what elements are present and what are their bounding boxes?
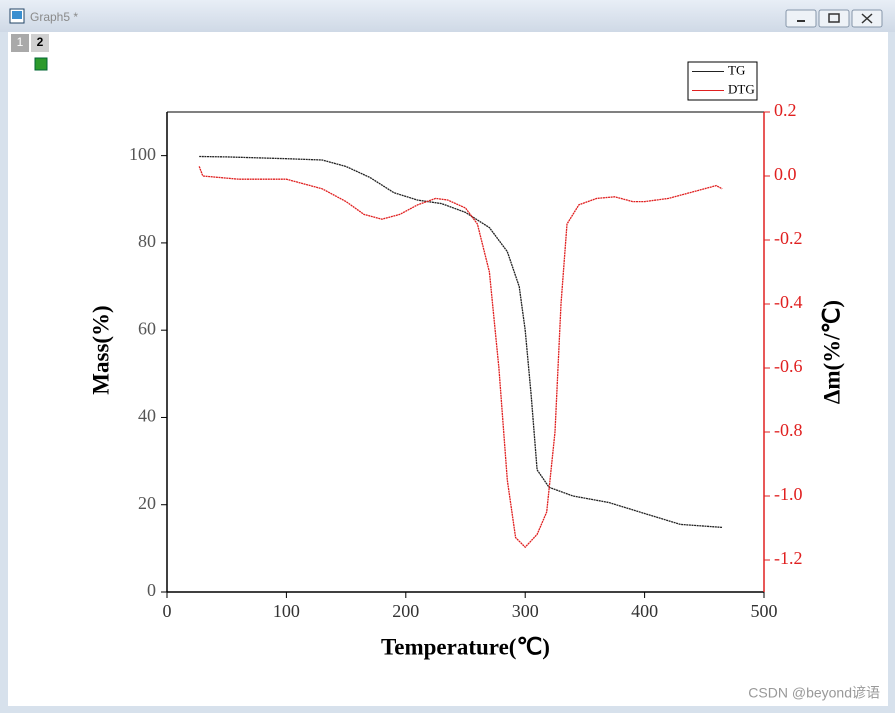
- lock-icon: [34, 57, 48, 71]
- x-tick-label: 0: [163, 601, 172, 621]
- y-tick-label: 40: [138, 406, 156, 426]
- layer-tab-label: 2: [37, 35, 44, 49]
- layer-tab-label: 1: [17, 35, 24, 49]
- series-line: [198, 166, 723, 549]
- x-tick-label: 500: [751, 601, 778, 621]
- y2-tick-label: -0.4: [774, 292, 803, 312]
- y2-tick-label: -0.6: [774, 356, 803, 376]
- x-tick-label: 200: [392, 601, 419, 621]
- x-axis-title: Temperature(℃): [381, 634, 550, 659]
- series-line: [199, 155, 723, 529]
- y-axis-title: Mass(%): [88, 305, 113, 394]
- y2-tick-label: -0.8: [774, 420, 803, 440]
- y2-tick-label: 0.2: [774, 100, 797, 120]
- legend-box: [687, 61, 758, 101]
- y2-tick-label: 0.0: [774, 164, 797, 184]
- y-tick-label: 20: [138, 493, 156, 513]
- x-tick-label: 400: [631, 601, 658, 621]
- x-tick-label: 100: [273, 601, 300, 621]
- y-tick-label: 0: [147, 580, 156, 600]
- layer-tab[interactable]: [31, 34, 49, 52]
- app-icon-inner: [12, 11, 22, 19]
- y2-tick-label: -0.2: [774, 228, 803, 248]
- graph-page: [8, 32, 888, 706]
- close-icon: [861, 13, 873, 24]
- y2-axis-title: Δm(%/℃): [819, 300, 844, 404]
- watermark: CSDN @beyond谚语: [748, 685, 880, 701]
- maximize-icon: [828, 13, 840, 23]
- maximize-button[interactable]: [818, 9, 850, 28]
- minimize-button[interactable]: [785, 9, 817, 28]
- y-tick-label: 100: [129, 144, 156, 164]
- y2-tick-label: -1.2: [774, 548, 803, 568]
- legend-label: TG: [728, 62, 745, 77]
- x-tick-label: 300: [512, 601, 539, 621]
- legend-label: DTG: [728, 81, 755, 96]
- window-title: Graph5 *: [30, 10, 78, 24]
- title-bar: [0, 0, 895, 32]
- y-tick-label: 80: [138, 231, 156, 251]
- y-tick-label: 60: [138, 318, 156, 338]
- layer-tab[interactable]: [11, 34, 29, 52]
- plot: 0 100 200 300 400 500 0 20 40 60 80 100 0.2 0.0 -0.2 -0…: [88, 61, 844, 659]
- y2-tick-label: -1.0: [774, 484, 803, 504]
